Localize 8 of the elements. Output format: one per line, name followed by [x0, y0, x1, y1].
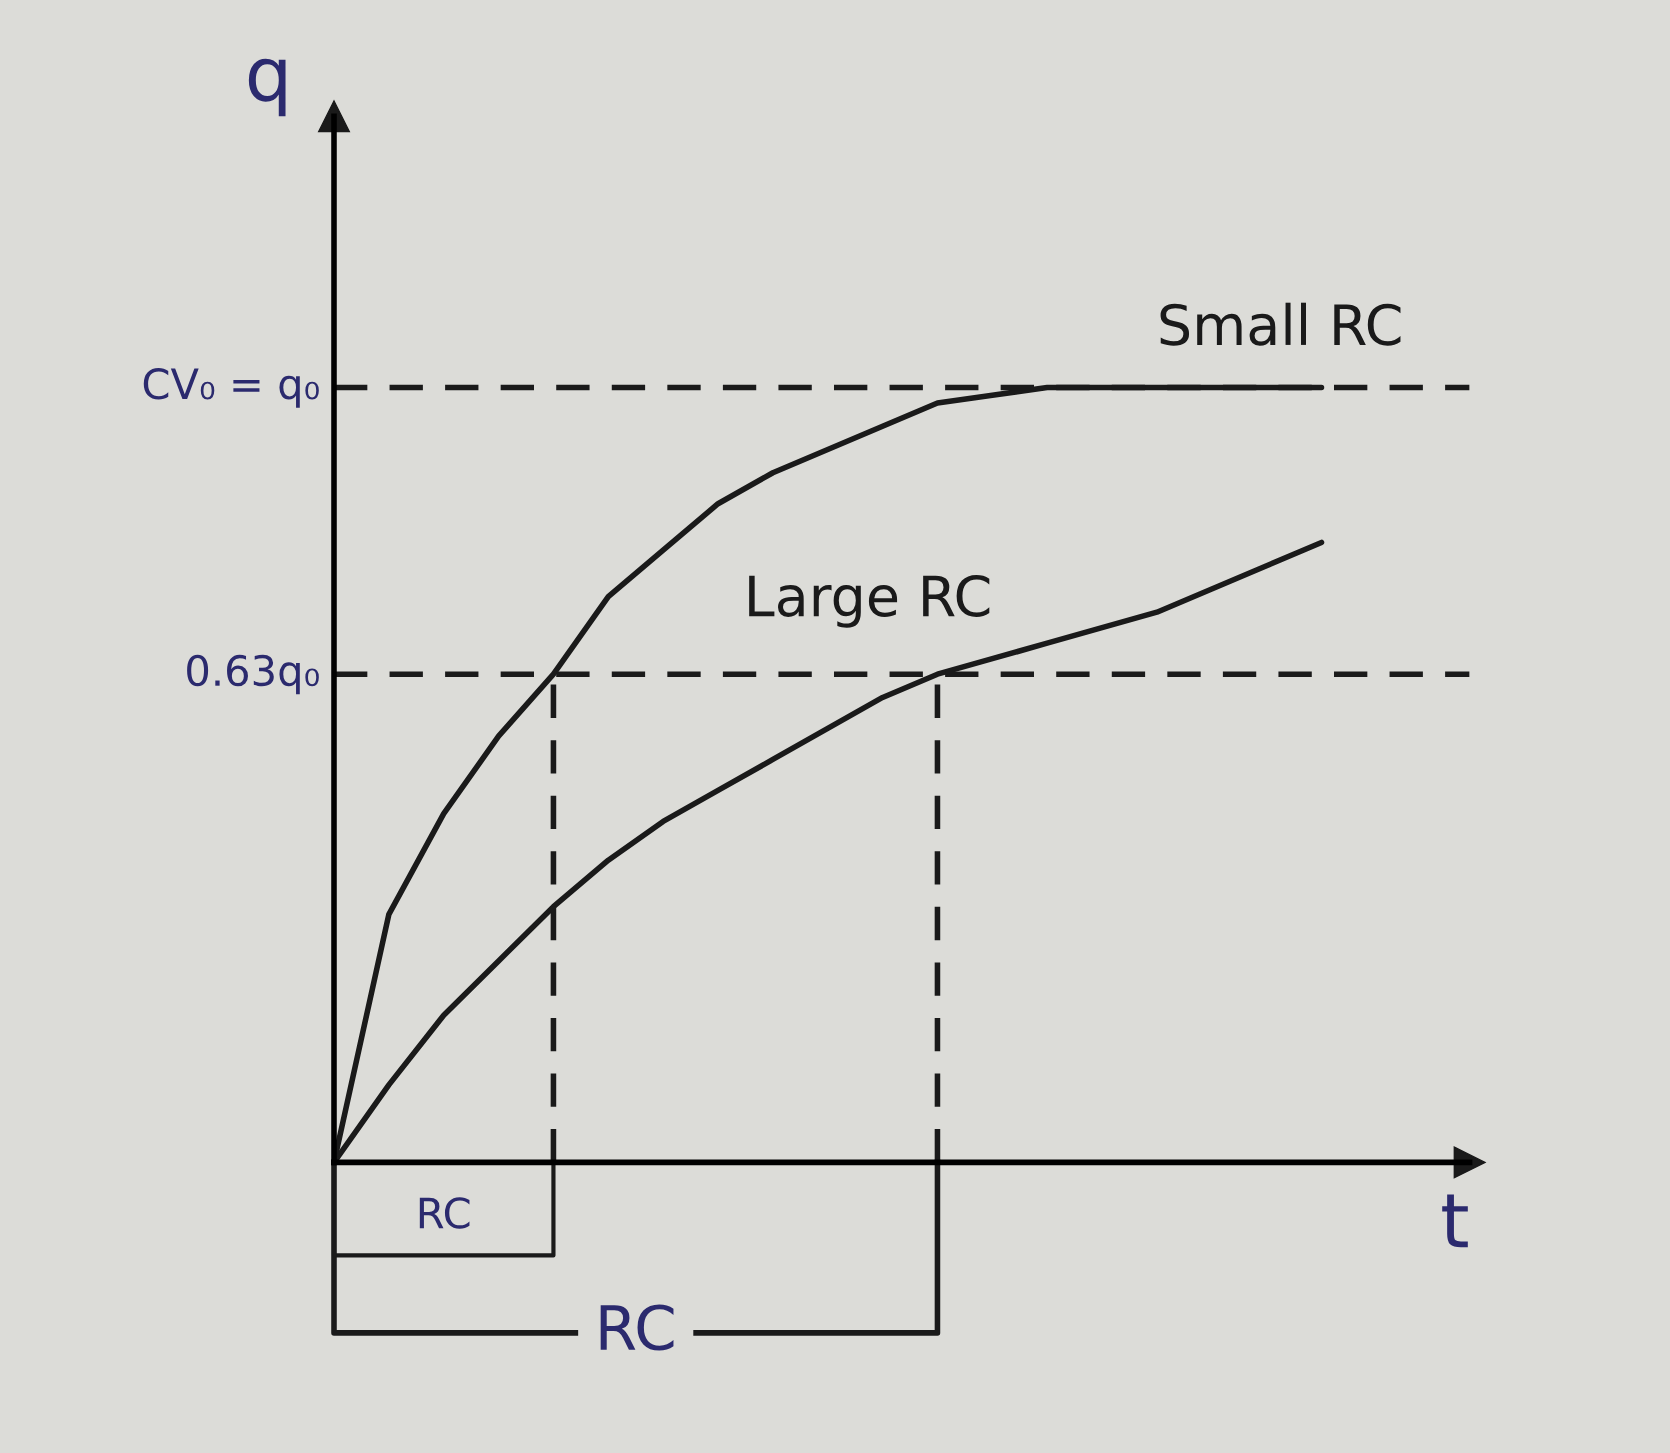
series-label: Large RC	[749, 574, 990, 628]
series-label: Small RC	[1160, 302, 1401, 346]
y-axis-title: q	[248, 58, 286, 117]
ref-line-label: CV₀ = q₀	[143, 368, 319, 408]
text: RC	[419, 1197, 470, 1229]
ref-line-label: 0.63q₀	[187, 654, 319, 695]
x-axis-title: t	[1442, 1194, 1468, 1248]
text: RC	[600, 1304, 674, 1351]
